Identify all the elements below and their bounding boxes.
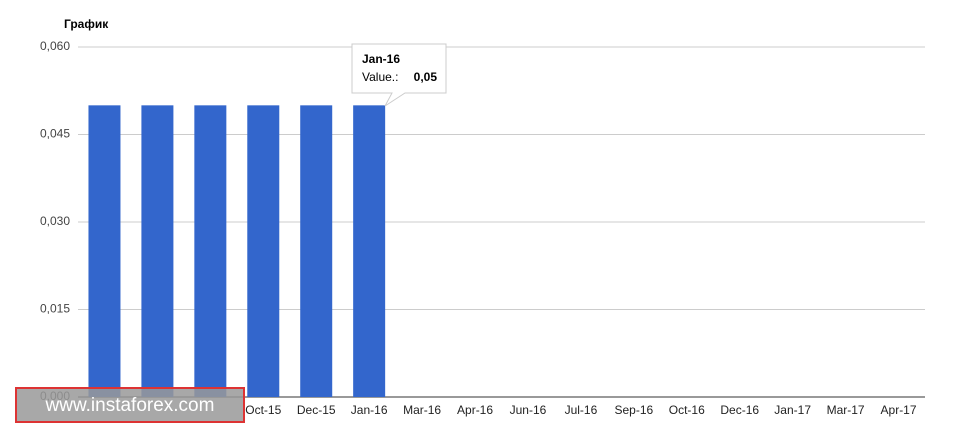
x-tick-label: Oct-16: [669, 403, 705, 417]
x-tick-label: Oct-15: [245, 403, 281, 417]
plot: 0,0000,0150,0300,0450,060Oct-15Dec-15Jan…: [40, 39, 925, 417]
x-tick-label: Mar-16: [403, 403, 441, 417]
bar: [88, 105, 121, 397]
x-tick-label: Jul-16: [565, 403, 598, 417]
x-tick-label: Dec-16: [720, 403, 759, 417]
x-tick-label: Dec-15: [297, 403, 336, 417]
chart-title: График: [64, 17, 109, 31]
watermark: www.instaforex.com: [15, 387, 245, 423]
tooltip-box: [351, 43, 447, 107]
x-tick-label: Jun-16: [510, 403, 547, 417]
bar: [141, 105, 174, 397]
x-tick-label: Mar-17: [827, 403, 865, 417]
x-tick-label: Apr-17: [881, 403, 917, 417]
bar: [353, 105, 386, 397]
tooltip-value: 0,05: [414, 70, 438, 84]
tooltip-title: Jan-16: [362, 52, 400, 66]
tooltip-label: Value.:: [362, 70, 398, 84]
watermark-text: www.instaforex.com: [45, 395, 215, 416]
x-tick-label: Jan-17: [774, 403, 811, 417]
y-tick-label: 0,045: [40, 127, 70, 141]
bar: [300, 105, 333, 397]
y-tick-label: 0,015: [40, 302, 70, 316]
bar: [194, 105, 227, 397]
x-tick-label: Apr-16: [457, 403, 493, 417]
watermark-box: [15, 387, 245, 423]
x-tick-label: Jan-16: [351, 403, 388, 417]
y-tick-label: 0,060: [40, 39, 70, 53]
tooltip: Jan-16 Value.: 0,05: [351, 43, 447, 107]
x-tick-label: Sep-16: [614, 403, 653, 417]
y-tick-label: 0,030: [40, 214, 70, 228]
bar: [247, 105, 280, 397]
